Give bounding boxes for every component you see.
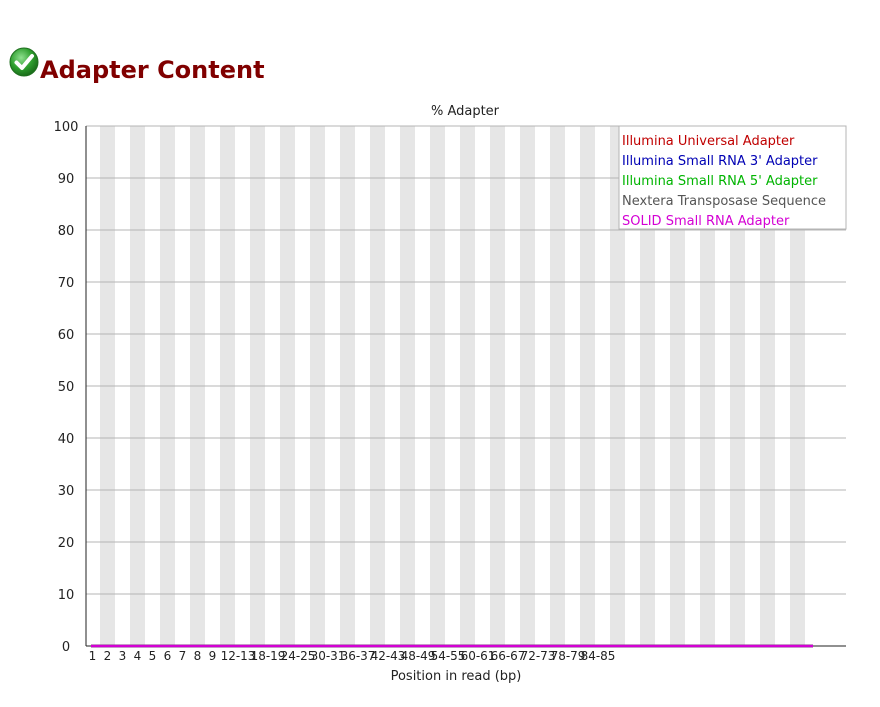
y-tick-label: 100: [54, 120, 79, 135]
legend-entry: Nextera Transposase Sequence: [622, 194, 826, 209]
y-tick-label: 80: [58, 224, 75, 239]
x-tick-label: 66-67: [491, 649, 526, 663]
y-tick-label: 30: [58, 484, 75, 499]
x-tick-label: 72-73: [521, 649, 556, 663]
legend-entry: Illumina Small RNA 3' Adapter: [622, 154, 818, 169]
legend-entry: SOLID Small RNA Adapter: [622, 214, 790, 229]
page-title: Adapter Content: [40, 56, 265, 84]
x-tick-label: 48-49: [401, 649, 436, 663]
section-header: Adapter Content: [8, 46, 265, 86]
y-tick-label: 0: [62, 640, 70, 655]
x-tick-label: 3: [119, 649, 127, 663]
y-tick-label: 70: [58, 276, 75, 291]
legend-entry: Illumina Universal Adapter: [622, 134, 795, 149]
x-tick-label: 8: [194, 649, 202, 663]
x-tick-label: 6: [164, 649, 172, 663]
y-tick-label: 10: [58, 588, 75, 603]
y-tick-label: 50: [58, 380, 75, 395]
x-tick-label: 30-31: [311, 649, 346, 663]
x-tick-label: 4: [134, 649, 142, 663]
check-icon: [9, 47, 39, 77]
x-tick-label: 54-55: [431, 649, 466, 663]
x-tick-label: 36-37: [341, 649, 376, 663]
x-tick-labels: 1 2 3 4 5 6 7 8 9 12-1318-1924-2530-3136-3742-434…: [89, 649, 616, 663]
y-tick-label: 20: [58, 536, 75, 551]
x-tick-label: 24-25: [281, 649, 316, 663]
y-tick-labels: 0 10 20 30 40 50 60 70 80 90 100: [54, 120, 79, 655]
y-tick-label: 90: [58, 172, 75, 187]
x-tick-label: 9: [209, 649, 217, 663]
x-tick-label: 42-43: [371, 649, 406, 663]
x-tick-label: 5: [149, 649, 157, 663]
x-tick-label: 84-85: [581, 649, 616, 663]
y-tick-label: 40: [58, 432, 75, 447]
x-axis-label: Position in read (bp): [391, 669, 522, 684]
x-tick-label: 78-79: [551, 649, 586, 663]
legend-box: [618, 125, 847, 230]
chart-title: % Adapter: [431, 104, 500, 119]
x-tick-label: 12-13: [221, 649, 256, 663]
x-tick-label: 18-19: [251, 649, 286, 663]
x-tick-label: 7: [179, 649, 187, 663]
x-tick-label: 2: [104, 649, 112, 663]
legend: Illumina Universal Adapter Illumina Small…: [618, 125, 847, 230]
legend-entry: Illumina Small RNA 5' Adapter: [622, 174, 818, 189]
x-tick-label: 60-61: [461, 649, 496, 663]
y-tick-label: 60: [58, 328, 75, 343]
x-tick-label: 1: [89, 649, 97, 663]
